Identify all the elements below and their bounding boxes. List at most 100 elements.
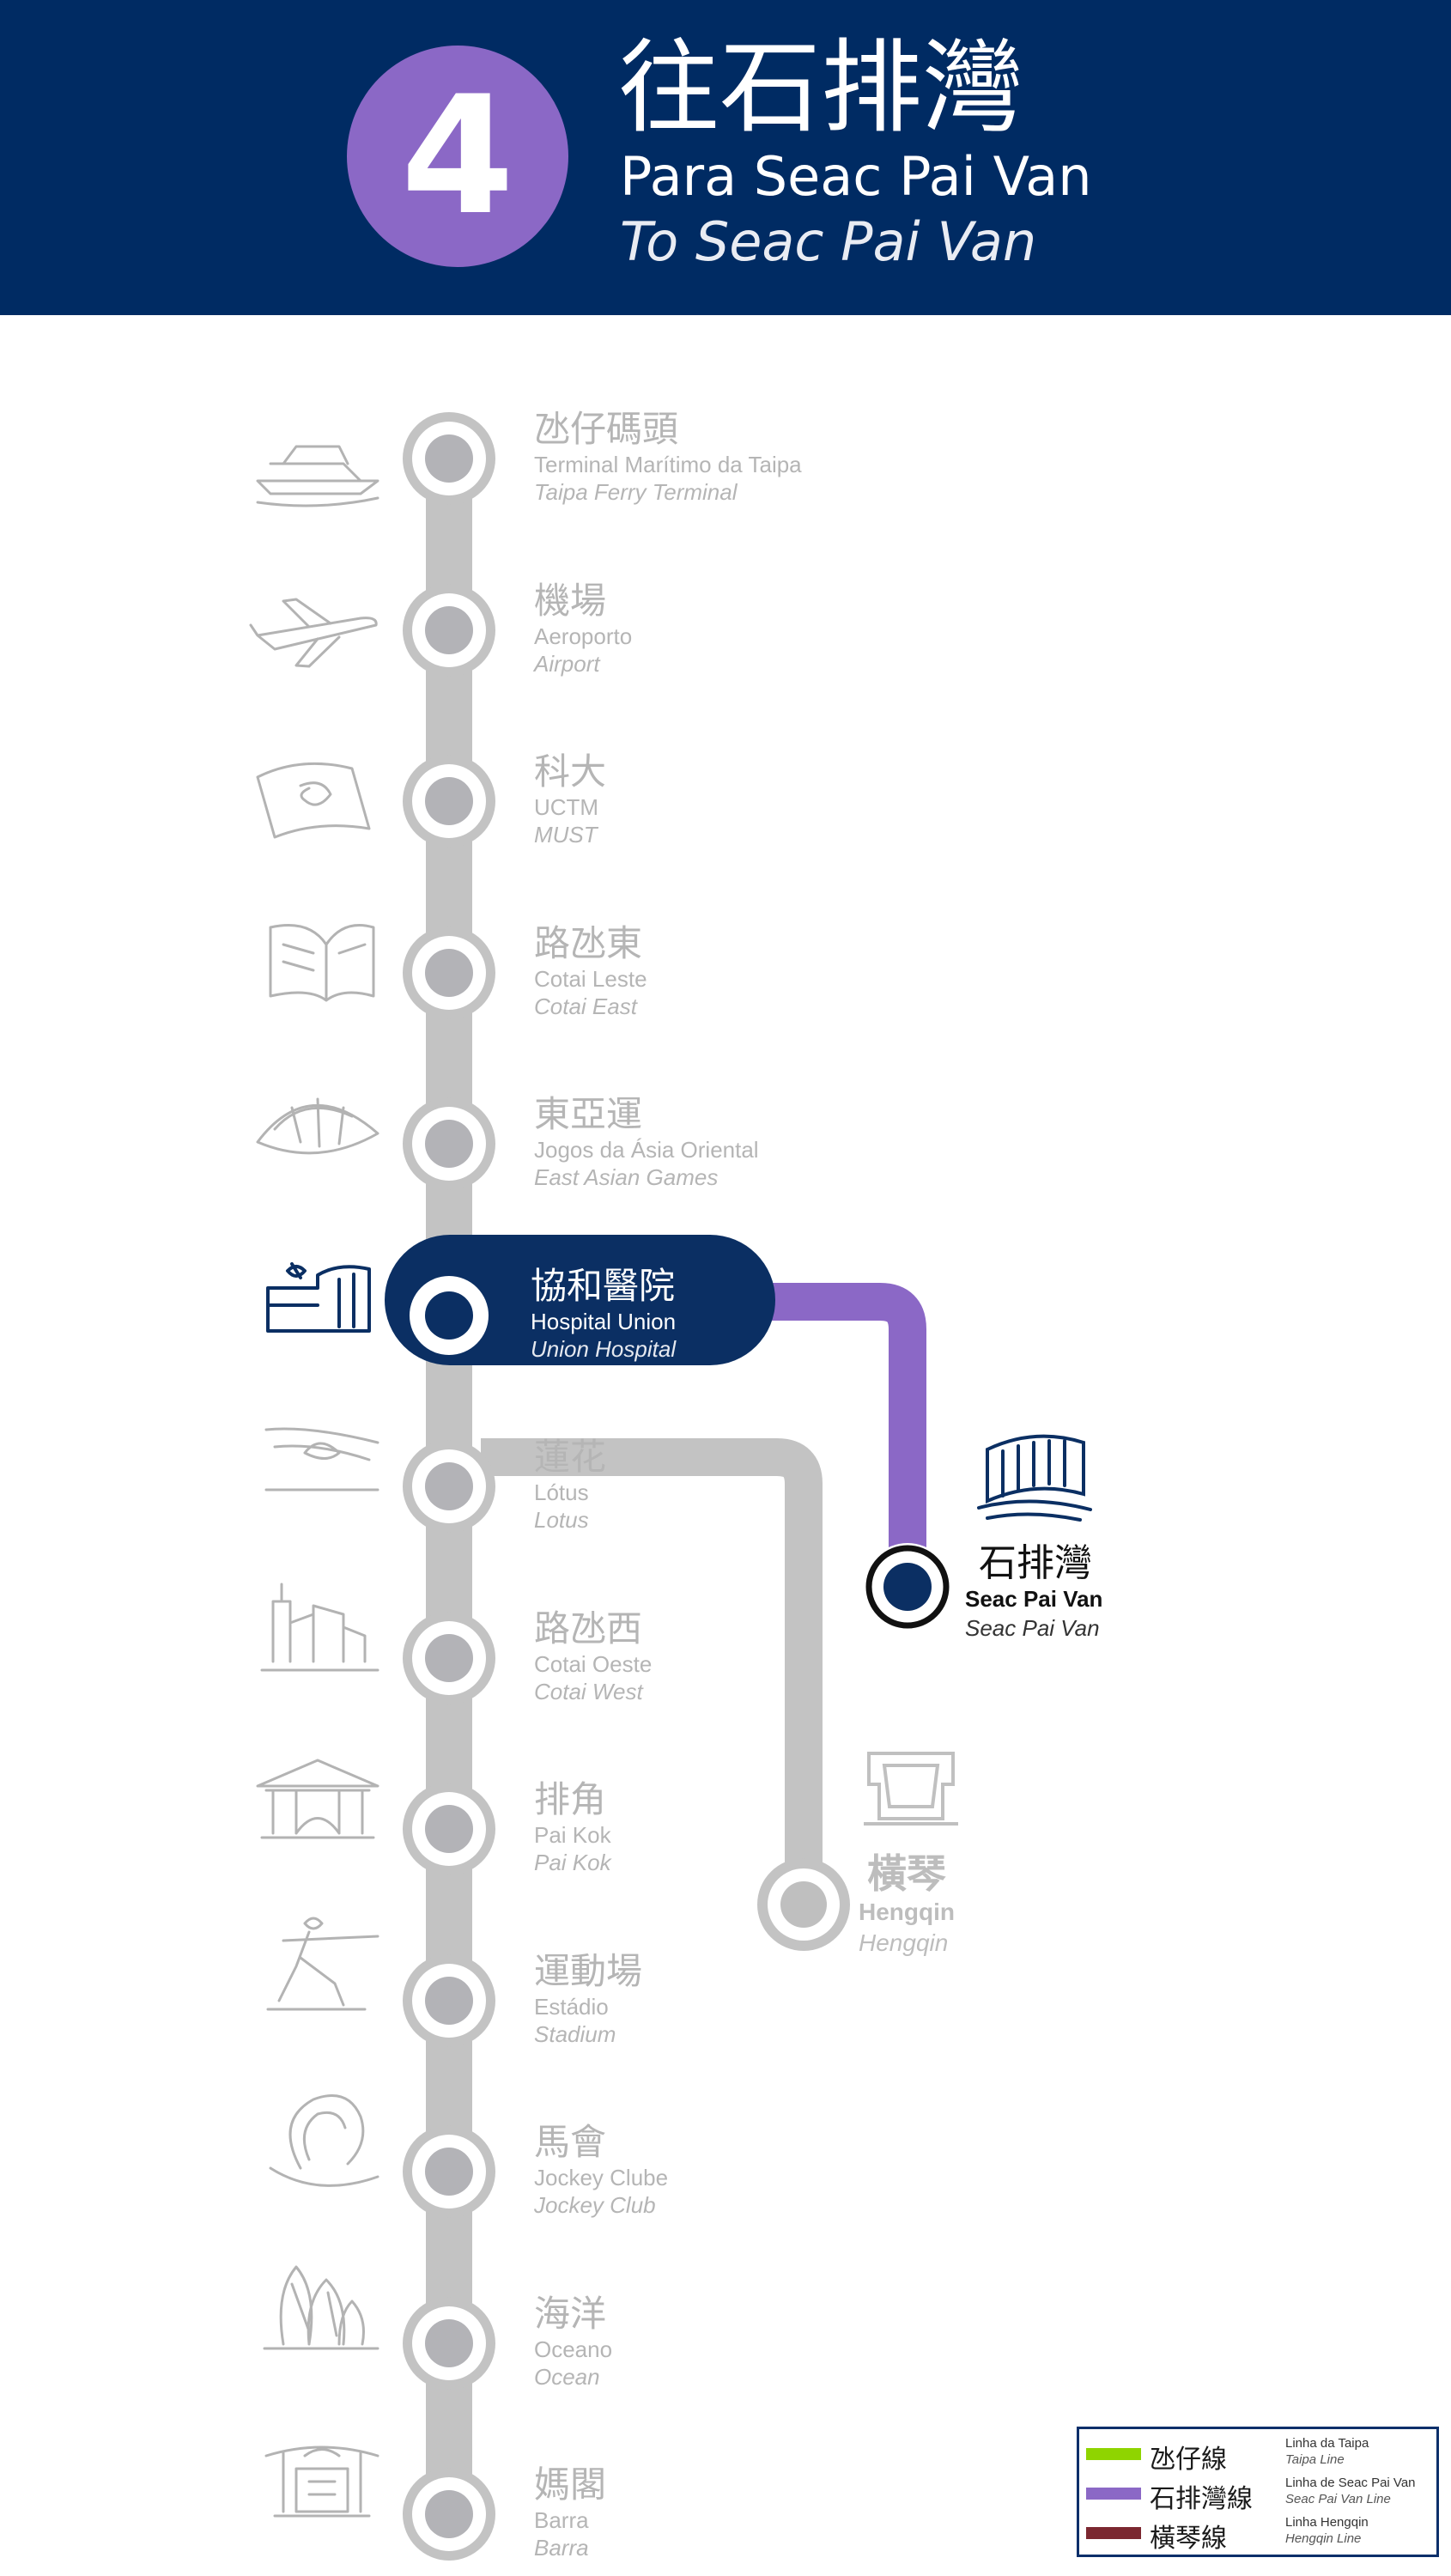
station-name-en: Cotai East (534, 993, 639, 1019)
seac-pai-van-marker (883, 1563, 932, 1611)
station-name-en: Union Hospital (531, 1336, 677, 1362)
station-name-zh: 馬會 (534, 2121, 606, 2163)
station-name-pt: Cotai Leste (534, 966, 647, 992)
skyline-icon (260, 1583, 379, 1672)
station-name-pt: UCTM (534, 794, 598, 820)
temple-icon (264, 2445, 379, 2518)
legend-label-pt: Linha de Seac Pai Van (1285, 2476, 1416, 2490)
legend-label-en: Seac Pai Van Line (1285, 2492, 1391, 2506)
station-name-pt: Estádio (534, 1994, 609, 2020)
station-name-pt: Jockey Clube (534, 2165, 668, 2190)
route-header: 4 往石排灣 Para Seac Pai Van To Seac Pai Van (0, 0, 1451, 315)
horseshoe-icon (269, 2094, 379, 2187)
station-marker (425, 2148, 473, 2196)
route-number-badge: 4 (347, 46, 568, 267)
station-name-zh: 東亞運 (534, 1093, 642, 1135)
station-marker (425, 2490, 473, 2538)
station-marker (425, 777, 473, 825)
legend: 氹仔線 Linha da Taipa Taipa Line 石排灣線 Linha de … (1077, 2427, 1439, 2557)
legend-item: 氹仔線 Linha da Taipa Taipa Line (1079, 2434, 1436, 2475)
ocean-tower-icon (263, 2265, 379, 2350)
station-marker (425, 1462, 473, 1510)
station-name-en: Barra (534, 2535, 589, 2561)
legend-label-zh: 氹仔線 (1150, 2445, 1227, 2475)
station-marker (425, 1977, 473, 2025)
station-name-pt: Aeroporto (534, 623, 632, 649)
station-name-pt: Cotai Oeste (534, 1651, 652, 1677)
station-name-en: Taipa Ferry Terminal (534, 479, 738, 505)
station-name-zh: 海洋 (534, 2293, 606, 2335)
hospital-icon (266, 1262, 371, 1333)
seac-pai-van-branch-line (756, 1283, 926, 1582)
destination-chinese: 往石排灣 (618, 28, 1024, 147)
branch-station-seac-pai-van: 石排灣 Seac Pai Van Seac Pai Van (864, 1434, 1102, 1641)
station-name-en: Jockey Club (533, 2192, 656, 2218)
station-name-pt: Terminal Marítimo da Taipa (534, 452, 802, 477)
legend-label-pt: Linha Hengqin (1285, 2515, 1369, 2530)
hengqin-gate-icon (864, 1752, 958, 1826)
branch-station-hengqin: 橫琴 Hengqin Hengqin (757, 1752, 958, 1956)
station-name-zh: 排角 (534, 1778, 606, 1820)
station-name-en: MUST (534, 822, 599, 848)
seac-pai-van-marker-outline (865, 1545, 950, 1629)
route-number: 4 (400, 61, 515, 251)
legend-label-pt: Linha da Taipa (1285, 2436, 1369, 2451)
hengqin-marker (780, 1881, 827, 1928)
hengqin-name-pt: Hengqin (859, 1899, 955, 1925)
station-name-en: Ocean (534, 2364, 600, 2390)
station-name-pt: Oceano (534, 2336, 612, 2362)
seac-pai-van-name-pt: Seac Pai Van (965, 1586, 1102, 1612)
legend-item: 石排灣線 Linha de Seac Pai Van Seac Pai Van Li… (1079, 2474, 1436, 2514)
legend-swatch (1086, 2527, 1141, 2539)
station-name-zh: 氹仔碼頭 (534, 408, 678, 450)
station-marker (425, 1805, 473, 1853)
seac-pai-van-building-icon (977, 1434, 1092, 1522)
station-name-pt: Hospital Union (531, 1309, 676, 1334)
legend-label-zh: 石排灣線 (1150, 2484, 1253, 2514)
ferry-icon (256, 445, 379, 507)
seac-pai-van-name-zh: 石排灣 (979, 1541, 1092, 1585)
station-name-pt: Pai Kok (534, 1822, 612, 1848)
station-name-zh: 機場 (534, 580, 606, 622)
pavilion-icon (256, 1759, 379, 1839)
legend-item: 橫琴線 Linha Hengqin Hengqin Line (1079, 2513, 1436, 2554)
seac-pai-van-name-en: Seac Pai Van (965, 1615, 1100, 1641)
station-marker (425, 1634, 473, 1682)
dome-stadium-icon (256, 1097, 379, 1155)
station-name-pt: Barra (534, 2507, 589, 2533)
station-name-zh: 科大 (534, 750, 606, 793)
station-name-zh: 運動場 (534, 1950, 642, 1992)
open-book-building-icon (269, 924, 375, 1002)
destination-english: To Seac Pai Van (620, 210, 1037, 273)
station-name-zh: 蓮花 (534, 1436, 606, 1478)
station-name-en: Airport (532, 651, 601, 677)
station-name-en: East Asian Games (534, 1164, 718, 1190)
station-name-zh: 路氹東 (534, 922, 642, 964)
station-name-en: Stadium (534, 2021, 616, 2047)
station-name-en: Cotai West (534, 1679, 644, 1704)
station-name-pt: Lótus (534, 1479, 589, 1505)
station-marker (425, 949, 473, 997)
javelin-athlete-icon (266, 1917, 379, 2011)
station-name-zh: 媽閣 (534, 2464, 606, 2506)
legend-label-en: Taipa Line (1285, 2452, 1345, 2467)
legend-swatch (1086, 2488, 1141, 2500)
station-marker (425, 606, 473, 654)
hengqin-branch-line (481, 1438, 823, 1901)
airplane-icon (249, 598, 378, 668)
legend-label-en: Hengqin Line (1285, 2531, 1362, 2546)
station-name-zh: 協和醫院 (531, 1265, 675, 1307)
